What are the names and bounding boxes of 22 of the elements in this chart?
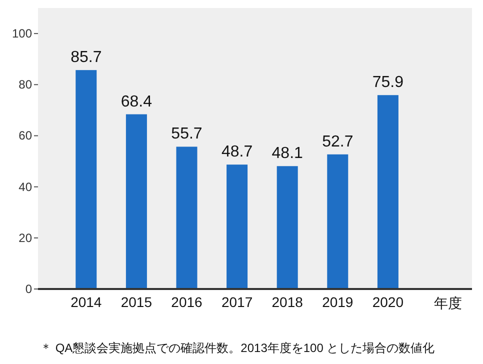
data-label: 52.7: [322, 133, 354, 150]
data-label: 48.1: [272, 145, 304, 162]
data-label: 68.4: [120, 93, 152, 110]
data-label: 48.7: [221, 144, 253, 161]
x-tick-label: 2015: [120, 294, 152, 310]
x-tick-label: 2016: [171, 294, 203, 310]
y-tick-label: 20: [18, 230, 32, 245]
x-tick-label: 2017: [221, 294, 253, 310]
x-tick-label: 2020: [372, 294, 404, 310]
y-tick-label: 40: [18, 180, 32, 194]
x-tick-label: 2018: [272, 294, 304, 310]
y-tick-label: 80: [18, 78, 32, 92]
data-label: 75.9: [372, 74, 404, 92]
text: ＊ QA懇談会実施拠点での確認件数。2013年度を100 とした場合の数値化: [40, 341, 435, 355]
y-tick-label: 0: [25, 282, 32, 296]
x-tick-label: 2014: [70, 294, 102, 310]
data-label: 55.7: [171, 126, 202, 143]
y-tick-label: 60: [18, 128, 32, 143]
x-axis-title: 年度: [434, 295, 462, 311]
data-label: 85.7: [70, 49, 102, 66]
y-tick-label: 100: [12, 26, 32, 41]
x-tick-label: 2019: [322, 294, 354, 310]
